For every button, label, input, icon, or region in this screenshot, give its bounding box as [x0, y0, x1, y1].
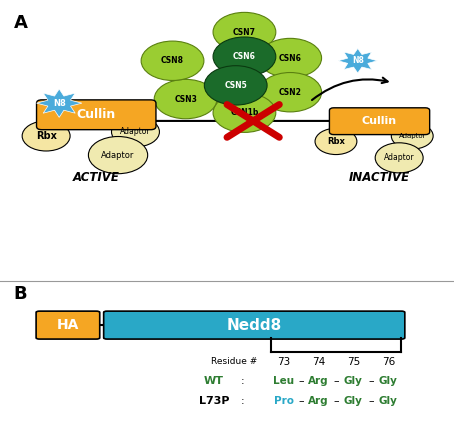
- Text: –: –: [333, 376, 339, 386]
- Text: –: –: [333, 396, 339, 406]
- Circle shape: [259, 72, 321, 112]
- Text: A: A: [14, 14, 27, 32]
- Circle shape: [89, 137, 148, 174]
- Text: Gly: Gly: [379, 396, 398, 406]
- Circle shape: [154, 79, 217, 119]
- Text: :: :: [241, 396, 244, 406]
- Text: Cullin: Cullin: [77, 108, 116, 121]
- Text: –: –: [368, 396, 374, 406]
- FancyBboxPatch shape: [36, 311, 100, 339]
- Circle shape: [204, 66, 267, 105]
- Circle shape: [259, 38, 321, 78]
- Text: Arg: Arg: [308, 376, 329, 386]
- Circle shape: [315, 128, 357, 154]
- Circle shape: [112, 117, 159, 147]
- Text: –: –: [298, 376, 304, 386]
- Text: Adaptor: Adaptor: [101, 150, 135, 160]
- Text: Adaptor: Adaptor: [384, 153, 415, 162]
- Circle shape: [141, 41, 204, 80]
- Text: Gly: Gly: [344, 396, 363, 406]
- Text: Cullin: Cullin: [362, 116, 397, 126]
- Text: Residue #: Residue #: [211, 357, 257, 366]
- Circle shape: [391, 123, 433, 149]
- Text: N8: N8: [352, 56, 364, 65]
- Text: CSN5: CSN5: [224, 81, 247, 90]
- Text: Gly: Gly: [379, 376, 398, 386]
- Text: Gly: Gly: [344, 376, 363, 386]
- Text: Adaptor: Adaptor: [399, 133, 426, 139]
- Circle shape: [213, 37, 276, 76]
- Text: CSN1b: CSN1b: [230, 108, 259, 117]
- Text: ACTIVE: ACTIVE: [73, 171, 120, 184]
- Circle shape: [375, 143, 423, 173]
- Text: –: –: [368, 376, 374, 386]
- Text: CSN2: CSN2: [279, 88, 301, 97]
- Text: Rbx: Rbx: [327, 137, 345, 146]
- Text: INACTIVE: INACTIVE: [349, 171, 410, 184]
- Text: Nedd8: Nedd8: [227, 318, 282, 333]
- Circle shape: [213, 93, 276, 132]
- Text: Adaptor: Adaptor: [120, 127, 151, 136]
- FancyBboxPatch shape: [104, 311, 405, 339]
- Text: –: –: [298, 396, 304, 406]
- Text: B: B: [14, 285, 27, 303]
- Text: CSN6: CSN6: [279, 53, 301, 63]
- Text: CSN3: CSN3: [174, 94, 197, 104]
- Text: :: :: [241, 376, 244, 386]
- Polygon shape: [338, 49, 377, 73]
- Text: Arg: Arg: [308, 396, 329, 406]
- Text: Pro: Pro: [274, 396, 294, 406]
- Text: CSN7: CSN7: [233, 27, 256, 37]
- Text: CSN8: CSN8: [161, 56, 184, 65]
- Text: 76: 76: [382, 357, 395, 366]
- FancyBboxPatch shape: [36, 100, 156, 130]
- Text: L73P: L73P: [199, 396, 229, 406]
- Circle shape: [22, 121, 70, 151]
- FancyBboxPatch shape: [330, 108, 429, 135]
- Text: Rbx: Rbx: [36, 131, 57, 141]
- Text: CSN6: CSN6: [233, 52, 256, 61]
- Text: 73: 73: [277, 357, 290, 366]
- Text: Leu: Leu: [273, 376, 294, 386]
- Text: HA: HA: [57, 318, 79, 332]
- Polygon shape: [36, 89, 82, 117]
- Circle shape: [213, 12, 276, 52]
- Text: WT: WT: [204, 376, 224, 386]
- Text: N8: N8: [53, 99, 65, 108]
- Text: 75: 75: [347, 357, 360, 366]
- Text: 74: 74: [312, 357, 325, 366]
